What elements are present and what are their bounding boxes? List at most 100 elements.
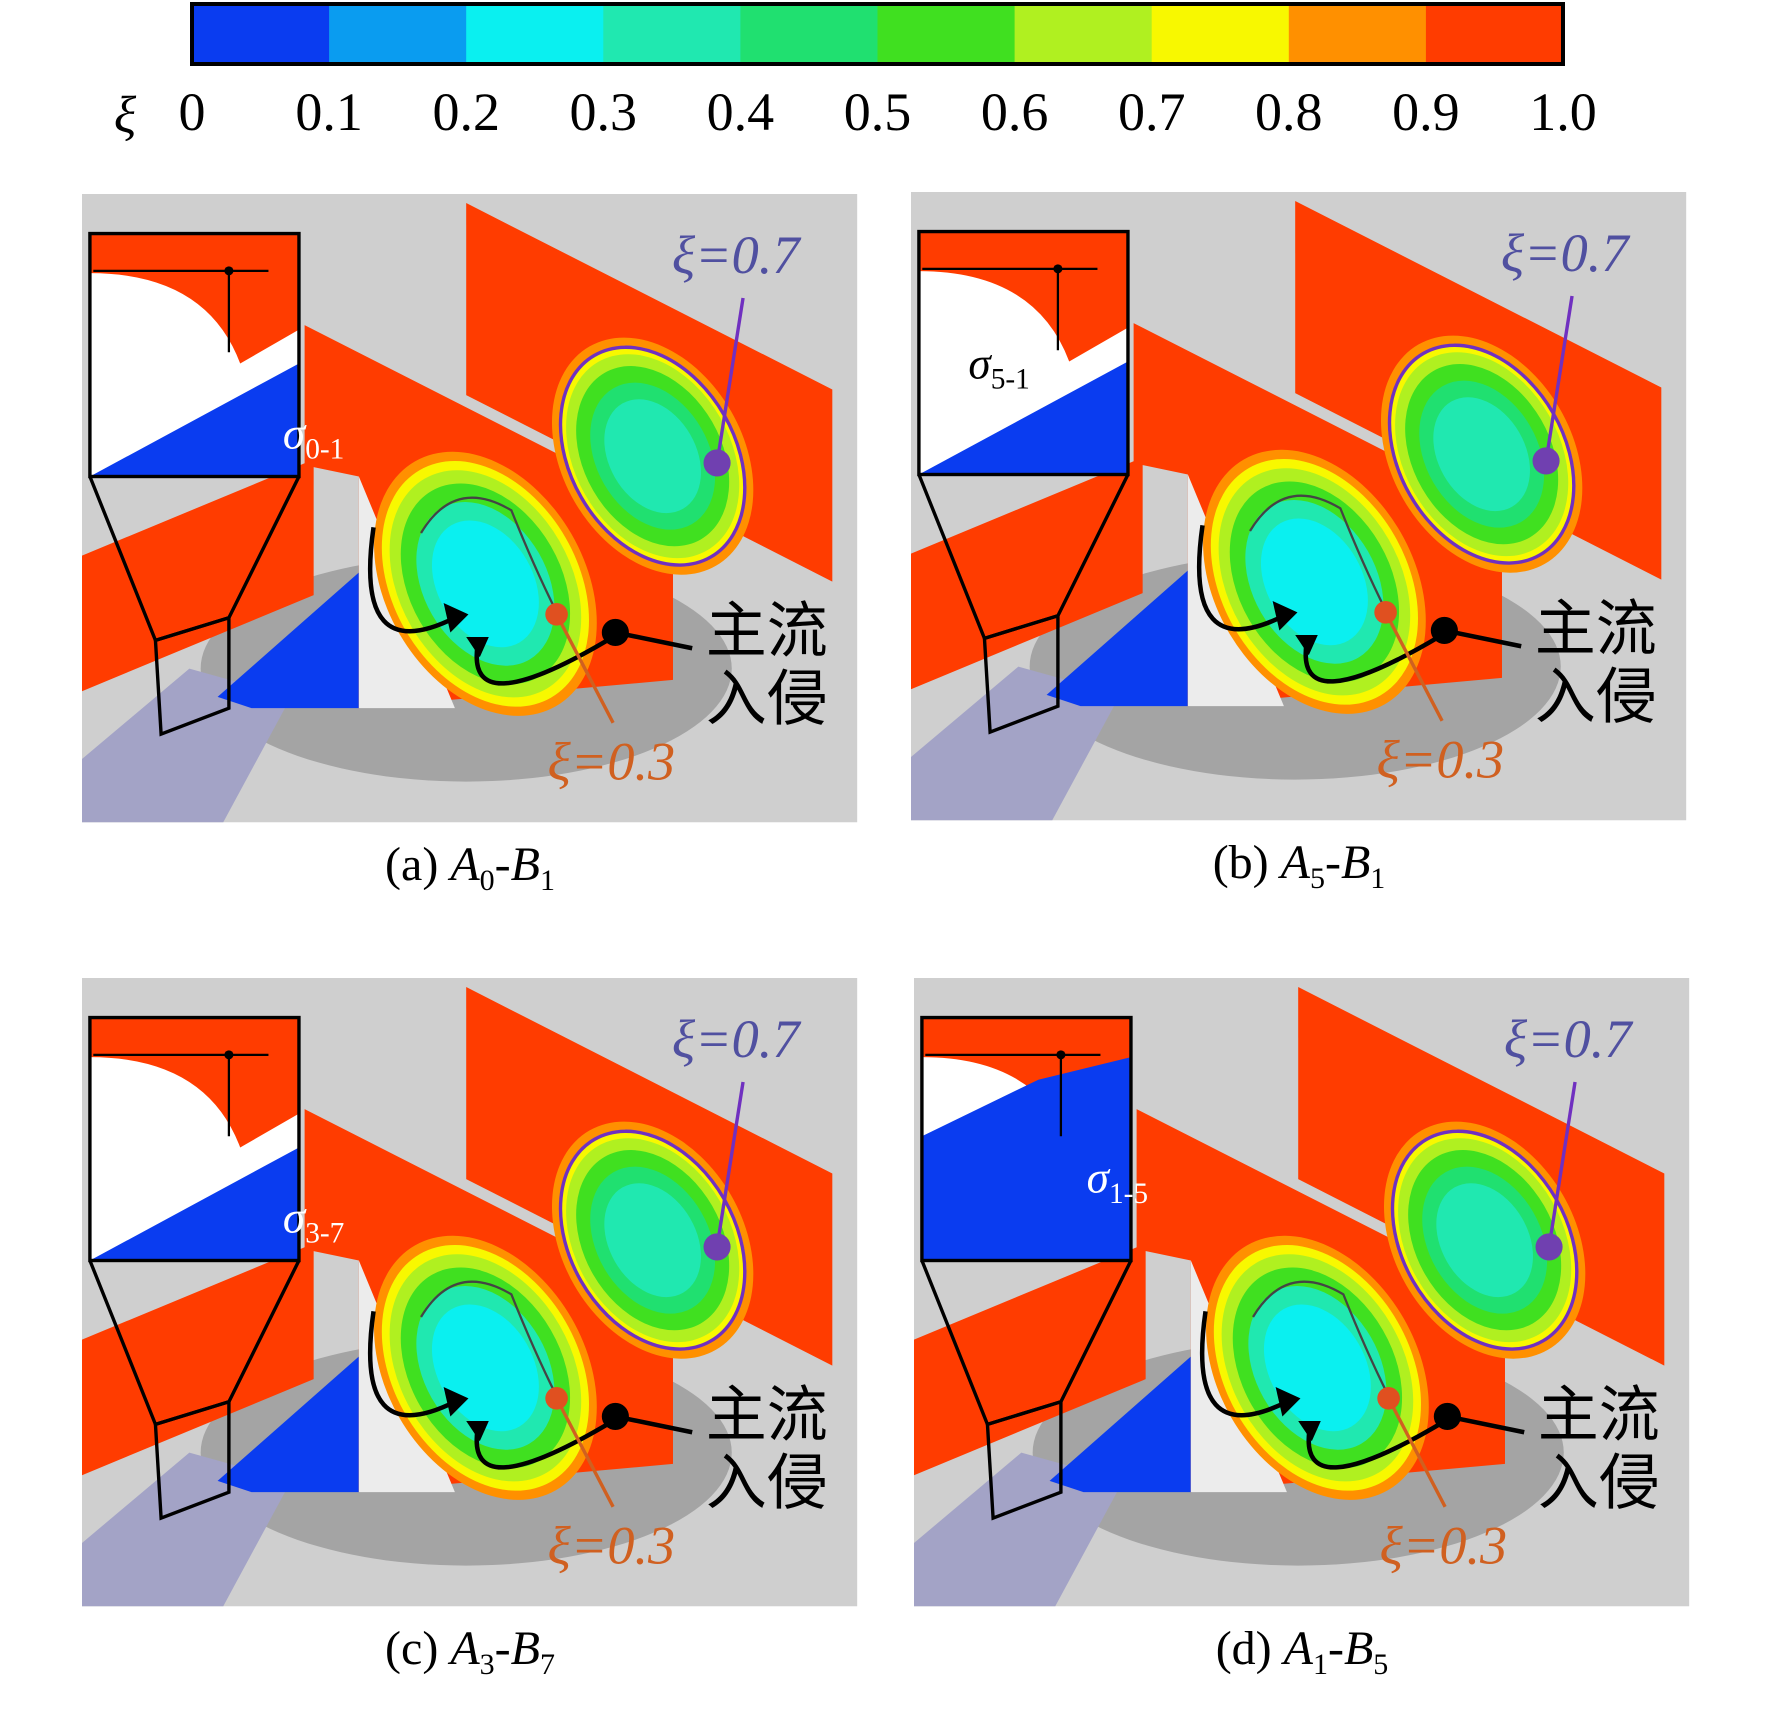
marker-high [1532, 447, 1560, 475]
caption-label: (a) [385, 838, 438, 891]
caption-sep: - [1325, 836, 1341, 889]
contour-high-label: ξ=0.7 [672, 225, 801, 285]
marker-low [1377, 1387, 1400, 1410]
left-band [82, 1243, 314, 1476]
flow-arrow [1200, 1311, 1288, 1418]
colorbar-segment [466, 4, 604, 64]
inset-symbol: σ [283, 1192, 307, 1242]
caption-a: A [1281, 1622, 1314, 1675]
caption-b-sub: 1 [1370, 862, 1385, 895]
inset-blue [89, 363, 299, 477]
inset-label: σ0-1 [283, 408, 344, 465]
inset-dot [1053, 264, 1063, 274]
colorbar-tick-label: 0 [179, 82, 206, 142]
colorbar-tick-label: 0.6 [981, 82, 1049, 142]
colorbar-tick-label: 0.4 [707, 82, 775, 142]
colorbar-frame [190, 2, 1565, 66]
inset-symbol: σ [283, 408, 307, 458]
leader-low [1387, 1397, 1447, 1508]
colorbar-tick-label: 0.7 [1118, 82, 1186, 142]
colorbar-segment [877, 4, 1016, 64]
slab [82, 1452, 292, 1607]
contour-band [1433, 397, 1530, 512]
caption-label: (d) [1216, 1622, 1272, 1675]
flow-arrow [368, 1311, 456, 1418]
leader-high [715, 1081, 745, 1248]
arrow-head [466, 636, 489, 658]
inset-label: σ3-7 [283, 1192, 344, 1249]
colorbar-tick-label: 1.0 [1529, 82, 1597, 142]
colorbar-segment [1014, 4, 1153, 64]
colorbar-tick-label: 0.2 [432, 82, 500, 142]
arrow-head [1295, 634, 1318, 656]
marker-flow [601, 1402, 629, 1430]
flow-label: 入侵 [1535, 664, 1657, 731]
colorbar-tick-label: 0.5 [844, 82, 912, 142]
blue-strip [217, 1356, 359, 1493]
inset-sub: 1-5 [1109, 1178, 1148, 1210]
caption-label: (c) [385, 1622, 438, 1675]
flow-label: 主流 [706, 599, 828, 666]
caption-b: B [1344, 1622, 1373, 1675]
marker-low [1374, 601, 1397, 624]
zoom-box [982, 613, 1060, 735]
flow-label: 入侵 [1538, 1450, 1660, 1517]
colorbar-tick-label: 0.1 [295, 82, 363, 142]
caption-b-sub: 7 [540, 1648, 555, 1681]
leader-high [1547, 1081, 1577, 1248]
caption-a-sub: 3 [480, 1648, 495, 1681]
leader-low [555, 613, 615, 724]
slab [911, 666, 1121, 821]
contour-band [604, 1183, 701, 1298]
caption-sep: - [1328, 1622, 1344, 1675]
colorbar-tick-label: 0.8 [1255, 82, 1323, 142]
flow-arrow [368, 527, 456, 634]
contour-low-label: ξ=0.3 [548, 731, 676, 791]
caption-sep: - [495, 1622, 511, 1675]
panel-caption: (d) A1-B5 [1216, 1622, 1389, 1681]
leader-high [1544, 295, 1574, 462]
marker-low [545, 1387, 568, 1410]
inset-red [89, 233, 299, 364]
contour-band [1436, 1183, 1533, 1298]
marker-flow [601, 618, 629, 646]
colorbar-segment [192, 4, 330, 64]
caption-a: A [1278, 836, 1311, 889]
colorbar-segment [1425, 4, 1564, 64]
blue-strip [1049, 1356, 1191, 1493]
marker-high [1535, 1233, 1563, 1261]
inset-blue [89, 1147, 299, 1261]
flow-label: 主流 [1538, 1383, 1660, 1450]
left-band [914, 1243, 1146, 1476]
inset-frame [917, 229, 1130, 477]
caption-b-sub: 1 [540, 864, 555, 897]
inset-blue [921, 1057, 1131, 1261]
inset-symbol: σ [1087, 1153, 1111, 1203]
panel-caption: (a) A0-B1 [385, 838, 555, 897]
contour-line-low [1252, 1280, 1390, 1397]
colorbar-segment [329, 4, 467, 64]
inset-red [89, 1017, 299, 1148]
flow-arrow [1197, 525, 1285, 632]
leader-low [1384, 611, 1444, 722]
inset-frame [88, 231, 301, 479]
panel-caption: (b) A5-B1 [1213, 836, 1386, 895]
contour-low-label: ξ=0.3 [548, 1515, 676, 1575]
inset-label: σ1-5 [1087, 1153, 1148, 1210]
inset-symbol: σ [968, 338, 992, 388]
inset-red [918, 231, 1128, 362]
contour-line-low [1249, 494, 1387, 611]
arrow-head [1298, 1420, 1321, 1442]
colorbar-segment [740, 4, 878, 64]
caption-a-sub: 5 [1310, 862, 1325, 895]
arrow-head [1272, 601, 1298, 631]
arrow-head [443, 1387, 469, 1417]
inset-dot [224, 266, 234, 276]
slab [914, 1452, 1124, 1607]
marker-low [545, 603, 568, 626]
zoom-box [153, 1399, 231, 1521]
